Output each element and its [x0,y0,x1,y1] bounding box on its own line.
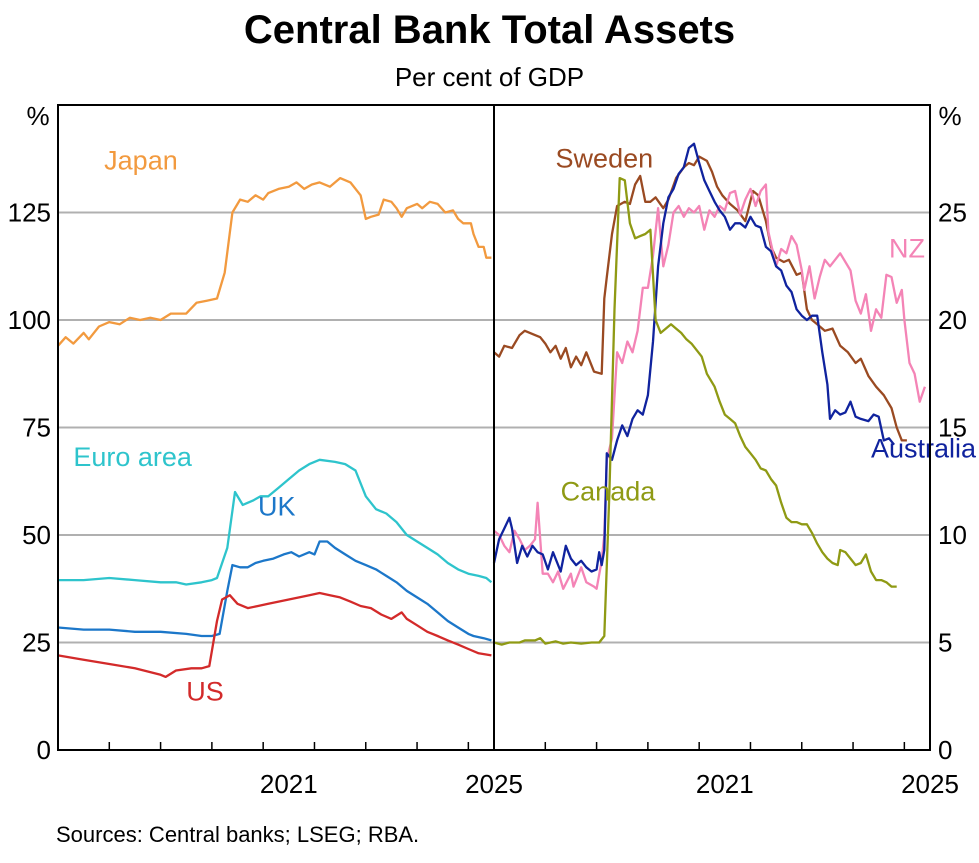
euro-area-label: Euro area [73,442,193,472]
australia-label: Australia [871,434,977,464]
left-ytick-label: 50 [22,520,51,550]
japan-label: Japan [104,146,178,176]
chart-title: Central Bank Total Assets [243,8,736,52]
left-ytick-label: 25 [22,628,51,658]
sweden-label: Sweden [556,143,654,173]
right-ytick-label: 20 [938,305,967,335]
right-ytick-label: 10 [938,520,967,550]
left-panel: 0 25 50 75 100 125% 2021 2025 Japan Euro area UK US [8,101,523,799]
nz-label: NZ [889,234,925,264]
canada-line [493,176,897,646]
euro-area-line [58,458,493,586]
left-ytick-label: 125 [8,198,51,228]
nz-line [493,183,926,590]
right-y-unit: % [938,101,961,131]
sweden-line [493,155,907,442]
source-note: Sources: Central banks; LSEG; RBA. [56,822,420,847]
right-ytick-label: 25 [938,198,967,228]
right-xtick-label: 2021 [696,769,754,799]
right-xtick-label: 2025 [901,769,959,799]
right-ytick-label: 15 [938,413,967,443]
left-xtick-label: 2021 [260,769,318,799]
us-label: US [186,677,224,707]
canada-label: Canada [561,477,657,507]
us-line [57,591,492,679]
left-xtick-label: 2025 [465,769,523,799]
right-ytick-label: 0 [938,735,952,765]
left-y-unit: % [26,101,49,131]
uk-label: UK [258,492,296,522]
japan-line [57,176,492,347]
left-ytick-label: 100 [8,305,51,335]
right-ytick-label: 5 [938,628,952,658]
australia-line [492,142,895,573]
left-ytick-label: 75 [22,413,51,443]
uk-line [57,540,492,642]
chart-subtitle: Per cent of GDP [394,62,585,92]
left-ytick-label: 0 [37,735,51,765]
